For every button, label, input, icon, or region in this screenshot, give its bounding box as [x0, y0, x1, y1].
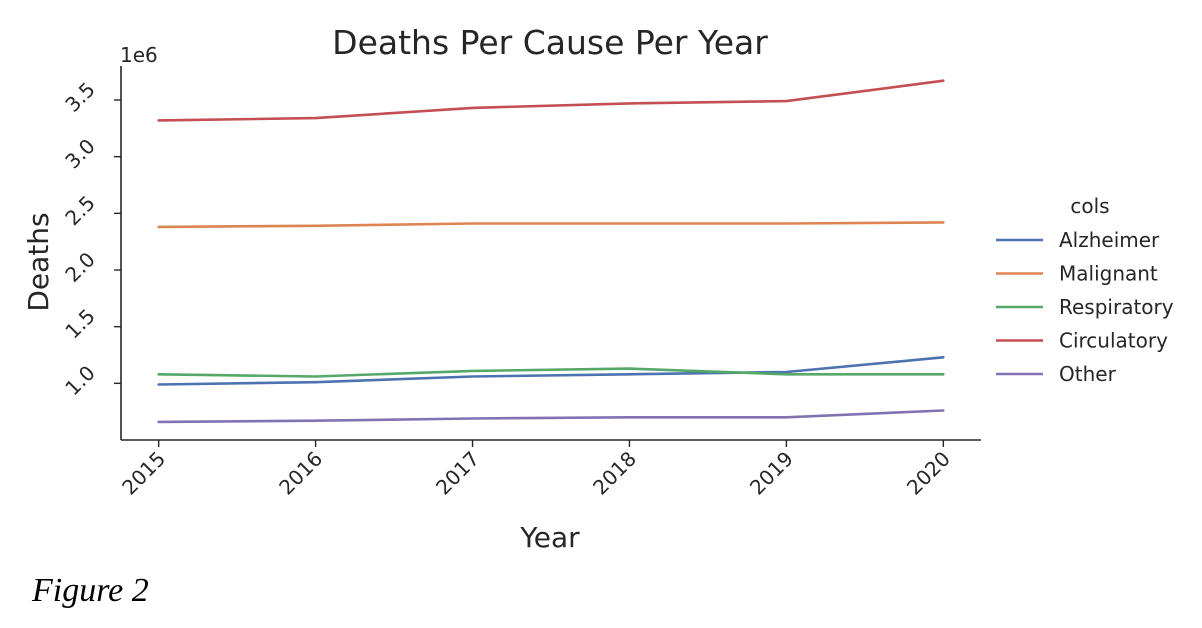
y-tick-label: 1.0 [60, 361, 99, 400]
x-tick-label: 2016 [274, 447, 327, 500]
chart-series [157, 79, 945, 424]
y-tick-label: 2.0 [60, 247, 99, 286]
legend-item-malignant: Malignant [996, 262, 1158, 286]
y-tick-label: 3.5 [60, 77, 99, 116]
legend-label: Malignant [1059, 262, 1158, 286]
legend-item-other: Other [996, 362, 1117, 386]
y-tick-label: 1.5 [60, 304, 99, 343]
x-tick-label: 2018 [588, 447, 641, 500]
series-line-respiratory [157, 367, 945, 378]
chart-legend: cols Alzheimer Malignant Respiratory Circula… [996, 194, 1174, 386]
y-axis-label: Deaths [22, 212, 55, 311]
figure-caption: Figure 2 [32, 572, 149, 609]
series-line-circulatory [157, 79, 945, 122]
legend-label: Alzheimer [1059, 228, 1160, 252]
chart-axes: 2015 2016 2017 2018 2019 2020 1.0 1.5 2.0 2.5 3.0 3… [60, 66, 981, 500]
chart-title: Deaths Per Cause Per Year [332, 23, 768, 62]
x-tick-label: 2015 [117, 447, 170, 500]
y-tick-label: 2.5 [60, 191, 99, 230]
legend-label: Respiratory [1059, 295, 1174, 319]
y-tick-label: 3.0 [60, 134, 99, 173]
series-line-alzheimer [157, 355, 945, 386]
y-axis-offset-text: 1e6 [120, 43, 158, 67]
legend-item-respiratory: Respiratory [996, 295, 1174, 319]
x-tick-label: 2019 [745, 447, 798, 500]
legend-label: Other [1059, 362, 1117, 386]
legend-label: Circulatory [1059, 329, 1168, 353]
legend-item-circulatory: Circulatory [996, 329, 1168, 353]
series-line-malignant [157, 221, 945, 229]
legend-title: cols [1070, 194, 1109, 218]
series-line-other [157, 409, 945, 424]
x-tick-label: 2020 [902, 447, 955, 500]
x-tick-label: 2017 [431, 447, 484, 500]
x-axis-label: Year [519, 521, 580, 554]
legend-item-alzheimer: Alzheimer [996, 228, 1160, 252]
